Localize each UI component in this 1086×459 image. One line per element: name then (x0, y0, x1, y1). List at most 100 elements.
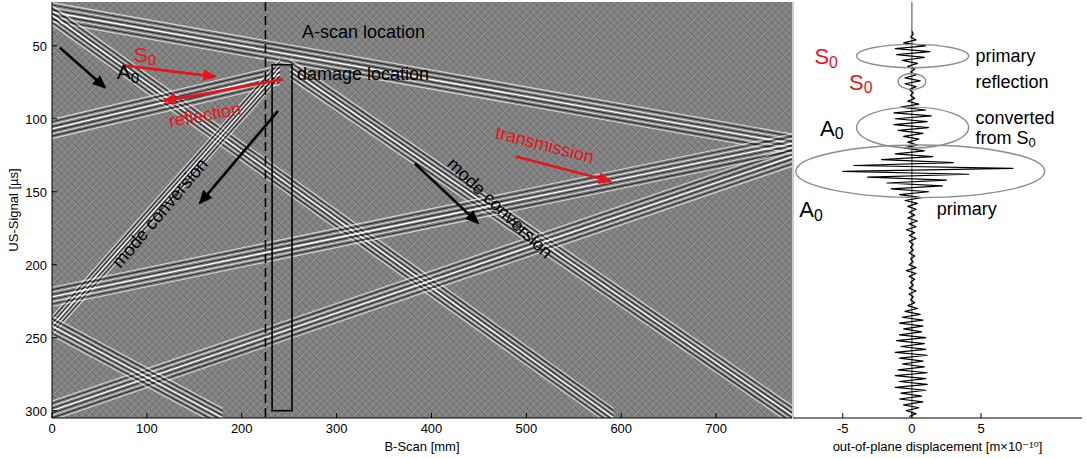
wave-stripe (290, 67, 792, 413)
packet-note: primary (976, 46, 1036, 66)
wave-band (52, 134, 792, 306)
annotation-arrow (200, 111, 278, 203)
text-part: 0 (864, 79, 873, 96)
text-part: damage (297, 64, 362, 84)
ascan-ground (793, 2, 1082, 418)
wave-front (52, 326, 223, 418)
y-tick-label: 250 (25, 330, 47, 345)
wave-band (52, 147, 792, 418)
text-part: [m×10⁻¹⁰] (982, 439, 1042, 454)
text-part: 700 (705, 421, 727, 436)
wave-stripe (52, 139, 792, 292)
packet-note: from S0 (976, 128, 1036, 150)
text-part: reflection (976, 72, 1049, 92)
bscan-texture (52, 2, 792, 418)
wave-stripe (52, 7, 792, 138)
wave-stripe (52, 146, 792, 299)
text-part: S (814, 44, 829, 69)
wave-stripe (52, 321, 223, 413)
text-part: 300 (326, 421, 348, 436)
y-tick-label: 200 (25, 257, 47, 272)
text-part: displacement (902, 439, 983, 454)
text-part: primary (976, 46, 1036, 66)
x-tick-label: 0 (48, 421, 55, 436)
wave-stripe (52, 5, 792, 136)
wave-stripe (52, 319, 223, 411)
text-part: primary (937, 199, 997, 219)
text-part: location (362, 64, 429, 84)
bscan-ground (52, 2, 792, 418)
x-tick-label: -5 (837, 421, 849, 436)
wave-stripe (52, 153, 792, 306)
text-part: A (820, 115, 835, 140)
text-part: 100 (136, 421, 158, 436)
annotation-arrow (516, 157, 611, 182)
y-tick-label: 300 (25, 403, 47, 418)
annotation-arrow (164, 79, 283, 101)
text-part: S (849, 69, 864, 94)
y-tick (52, 264, 57, 265)
annotation-arrow (60, 48, 105, 88)
text-part: 50 (33, 38, 47, 53)
text-part: 150 (25, 184, 47, 199)
mode-label: S0 (814, 44, 838, 71)
annotation: transmission (493, 122, 596, 167)
wave-stripe (290, 62, 792, 408)
wave-stripe (52, 141, 792, 294)
packet-note: converted (976, 108, 1055, 128)
text-part: 0 (908, 421, 915, 436)
text-part: 200 (25, 257, 47, 272)
wave-stripe (52, 6, 614, 409)
wave-stripe (52, 13, 614, 416)
x-axis-title: out-of-plane displacement [m×10⁻¹⁰] (833, 439, 1043, 454)
wave-stripe (52, 151, 792, 304)
x-tick (911, 413, 912, 418)
text-part: 5 (977, 421, 984, 436)
text-part: 0 (829, 53, 838, 70)
text-part: A (799, 197, 814, 222)
x-tick-label: 200 (231, 421, 253, 436)
wave-packet-ring (857, 44, 969, 67)
figure: A-scan locationdamage locationS0A0reflec… (0, 0, 1086, 459)
wave-packet-ring (857, 107, 969, 148)
wave-stripe (52, 22, 614, 418)
text-part: out-of-plane (833, 439, 902, 454)
y-tick-label: 50 (33, 38, 47, 53)
text-part: 0 (1029, 135, 1036, 150)
y-tick (52, 191, 57, 192)
wave-stripe (52, 10, 614, 413)
text-part: 0 (148, 50, 156, 67)
x-axis (52, 418, 792, 419)
y-axis (52, 2, 53, 418)
wave-stripe (290, 64, 792, 410)
x-tick-label: 600 (610, 421, 632, 436)
text-part: conversion (476, 185, 557, 263)
y-tick (52, 337, 57, 338)
x-tick (146, 413, 147, 418)
damage-box (272, 65, 292, 411)
wave-stripe (52, 134, 792, 287)
text-part: 500 (516, 421, 538, 436)
text-part: A-scan (302, 22, 358, 42)
text-part: reflection (167, 99, 242, 132)
text-part: transmission (493, 122, 596, 167)
wave-stripe (52, 136, 792, 289)
x-tick (241, 413, 242, 418)
text-part: 600 (610, 421, 632, 436)
wave-stripe (52, 333, 223, 418)
bscan-marks (52, 2, 792, 418)
mode-label: A0 (820, 115, 844, 141)
x-tick-label: 100 (136, 421, 158, 436)
text-part: S (134, 42, 148, 65)
wave-front (52, 12, 792, 143)
wave-stripe (52, 324, 223, 416)
y-tick-label: 150 (25, 184, 47, 199)
wave-packet-ring (796, 145, 1045, 198)
x-tick-label: 300 (326, 421, 348, 436)
x-tick-label: 400 (421, 421, 443, 436)
wave-stripe (52, 70, 280, 124)
mode-label: A0 (799, 197, 823, 224)
y-axis-title: US-Signal [µs] (6, 168, 21, 251)
wave-stripe (290, 76, 792, 418)
x-tick (716, 413, 717, 418)
